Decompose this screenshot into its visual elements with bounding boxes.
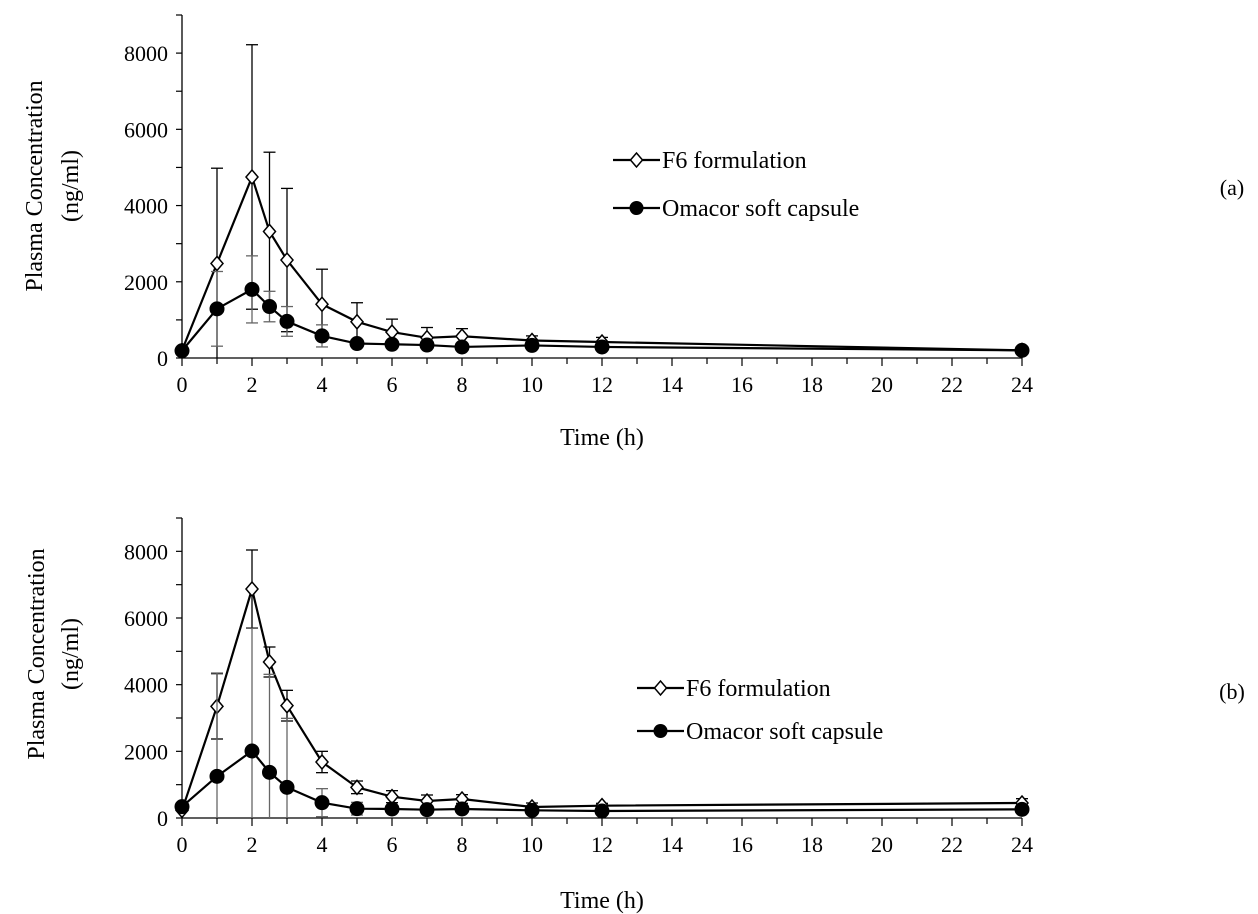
data-point-diamond [262, 653, 277, 671]
legend-marker-diamond [653, 679, 668, 697]
x-tick-label: 8 [457, 832, 468, 857]
x-tick-label: 22 [941, 372, 963, 397]
x-tick-label: 14 [661, 372, 683, 397]
series-line [180, 173, 1023, 352]
data-point-diamond [210, 255, 224, 272]
data-point-circle [524, 337, 540, 353]
data-point-circle [454, 339, 470, 355]
x-tick-label: 24 [1011, 832, 1033, 857]
y-tick-label: 6000 [124, 606, 168, 631]
y-tick-label: 8000 [124, 41, 168, 66]
x-tick-label: 10 [521, 372, 543, 397]
data-point-circle [594, 339, 610, 355]
y-tick-label: 4000 [124, 673, 168, 698]
data-point-circle [209, 768, 225, 784]
data-point-diamond [262, 223, 277, 240]
y-tick-label: 2000 [124, 270, 168, 295]
data-point-circle [384, 801, 400, 817]
data-point-circle [419, 802, 435, 818]
x-tick-label: 6 [387, 832, 398, 857]
data-point-circle [174, 343, 190, 359]
y-axis-title-line-1: Plasma Concentration [24, 548, 50, 759]
data-point-circle [419, 337, 435, 353]
x-tick-label: 6 [387, 372, 398, 397]
x-tick-label: 16 [731, 832, 753, 857]
x-axis-title: Time (h) [560, 425, 644, 451]
y-axis-title-line-2: (ng/ml) [58, 150, 84, 222]
data-point-diamond [350, 313, 364, 330]
x-tick-label: 12 [591, 832, 613, 857]
x-tick-label: 20 [871, 832, 893, 857]
data-point-circle [279, 779, 295, 795]
data-point-circle [279, 313, 295, 329]
data-point-circle [384, 336, 400, 352]
legend-label: Omacor soft capsule [686, 719, 883, 745]
x-tick-label: 12 [591, 372, 613, 397]
y-tick-label: 4000 [124, 194, 168, 219]
y-tick-label: 8000 [124, 539, 168, 564]
legend-marker-diamond [629, 151, 644, 169]
x-tick-label: 24 [1011, 372, 1033, 397]
x-tick-label: 20 [871, 372, 893, 397]
y-tick-label: 2000 [124, 739, 168, 764]
data-point-diamond [280, 697, 294, 714]
data-point-circle [244, 281, 260, 297]
data-point-circle [349, 336, 365, 352]
data-point-diamond [280, 251, 294, 269]
legend-label: F6 formulation [686, 676, 831, 702]
data-point-circle [262, 299, 277, 315]
data-point-diamond [245, 168, 259, 186]
legend-label: Omacor soft capsule [662, 196, 859, 222]
data-point-diamond [315, 753, 329, 771]
x-axis-title: Time (h) [560, 888, 644, 914]
y-tick-label: 0 [157, 806, 168, 831]
x-tick-label: 2 [247, 372, 258, 397]
x-tick-label: 16 [731, 372, 753, 397]
data-point-diamond [350, 779, 364, 796]
legend-marker-circle [653, 724, 668, 738]
data-point-diamond [315, 296, 329, 313]
x-tick-label: 10 [521, 832, 543, 857]
data-point-circle [349, 801, 365, 817]
data-point-circle [1014, 801, 1030, 817]
y-tick-label: 6000 [124, 117, 168, 142]
data-point-circle [262, 764, 277, 780]
y-axis-title-line-2: (ng/ml) [58, 618, 84, 690]
y-tick-label: 0 [157, 346, 168, 371]
y-axis-title-line-1: Plasma Concentration [22, 80, 48, 291]
x-tick-label: 0 [177, 372, 188, 397]
x-tick-label: 4 [317, 372, 328, 397]
x-tick-label: 22 [941, 832, 963, 857]
data-point-circle [1014, 342, 1030, 358]
data-point-circle [209, 301, 225, 317]
data-point-circle [314, 328, 330, 344]
series-line [180, 584, 1023, 811]
data-point-circle [594, 803, 610, 819]
x-tick-label: 4 [317, 832, 328, 857]
data-point-circle [454, 801, 470, 817]
x-tick-label: 18 [801, 372, 823, 397]
x-tick-label: 2 [247, 832, 258, 857]
legend-marker-circle [629, 201, 644, 215]
data-point-circle [524, 802, 540, 818]
legend-label: F6 formulation [662, 148, 807, 174]
data-point-circle [244, 743, 260, 759]
panel-label: (b) [1219, 679, 1245, 704]
panel-label: (a) [1220, 175, 1244, 200]
data-point-circle [314, 795, 330, 811]
data-point-circle [174, 799, 190, 815]
x-tick-label: 8 [457, 372, 468, 397]
x-tick-label: 0 [177, 832, 188, 857]
x-tick-label: 18 [801, 832, 823, 857]
data-point-diamond [245, 580, 259, 598]
x-tick-label: 14 [661, 832, 683, 857]
